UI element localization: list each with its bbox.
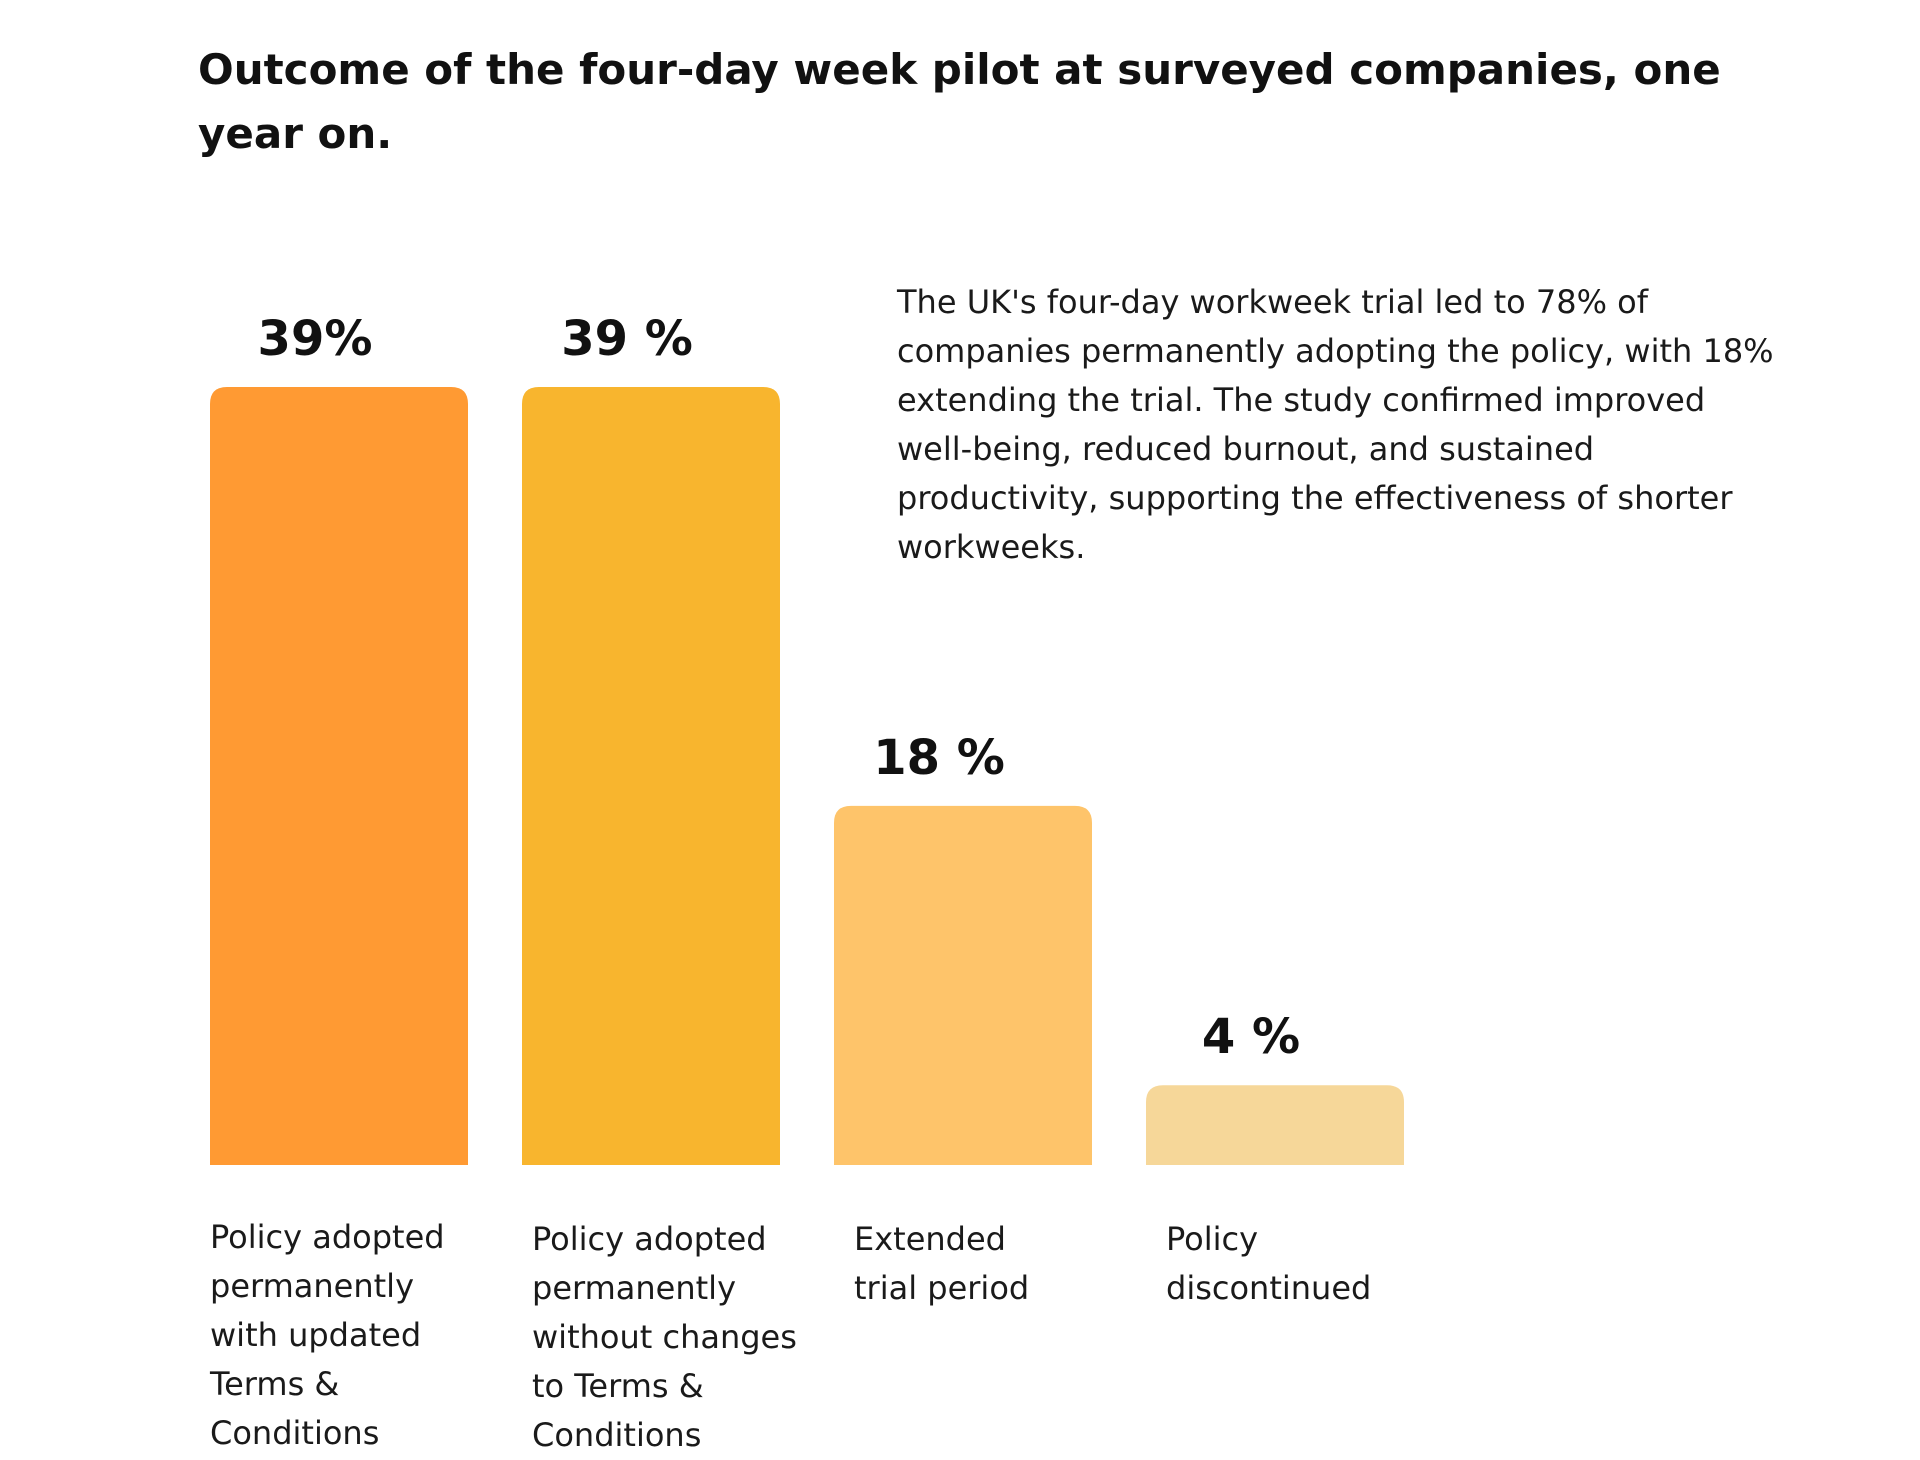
chart-title: Outcome of the four-day week pilot at su… <box>198 45 1721 158</box>
bar-4 <box>1146 1085 1404 1165</box>
bar-2 <box>522 387 780 1165</box>
value-label-4: 4 % <box>1202 1009 1300 1065</box>
chart-description: The UK's four-day workweek trial led to … <box>897 283 1774 566</box>
category-label-3: Extended trial period <box>854 1220 1030 1307</box>
category-label-4: Policy discontinued <box>1166 1220 1372 1307</box>
value-label-3: 18 % <box>873 730 1005 786</box>
bar-3 <box>834 805 1092 1165</box>
bar-1 <box>210 387 468 1165</box>
value-label-1: 39% <box>258 311 373 367</box>
value-label-2: 39 % <box>561 311 693 367</box>
category-label-2: Policy adopted permanently without chang… <box>532 1220 797 1454</box>
category-label-1: Policy adopted permanently with updated … <box>210 1218 445 1452</box>
